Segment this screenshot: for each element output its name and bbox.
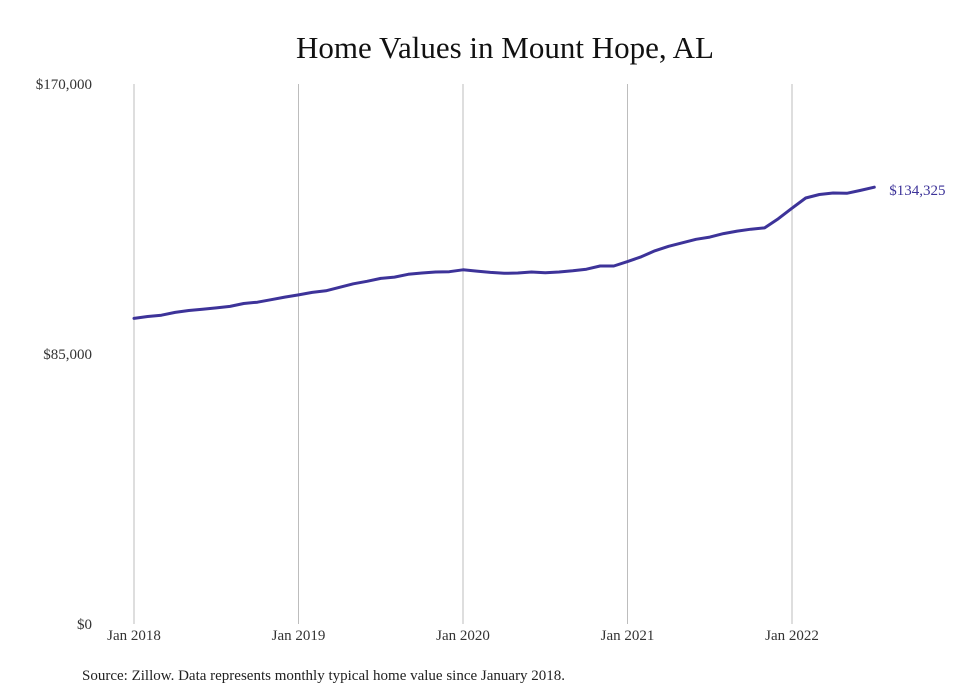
x-tick-label: Jan 2018 xyxy=(107,628,161,644)
y-tick-label: $170,000 xyxy=(36,77,92,93)
x-tick-label: Jan 2022 xyxy=(765,628,819,644)
source-note: Source: Zillow. Data represents monthly … xyxy=(82,668,566,684)
x-tick-label: Jan 2021 xyxy=(601,628,655,644)
x-tick-label: Jan 2019 xyxy=(272,628,326,644)
data-labels: $134,325 xyxy=(889,183,945,199)
series-line xyxy=(132,185,876,320)
y-tick-label: $0 xyxy=(77,617,92,633)
y-axis-tick-labels: $0 $85,000 $170,000 xyxy=(36,77,92,633)
x-axis-tick-labels: Jan 2018 Jan 2019 Jan 2020 Jan 2021 Jan 2022 xyxy=(107,628,819,644)
x-tick-label: Jan 2020 xyxy=(436,628,490,644)
chart-title: Home Values in Mount Hope, AL xyxy=(296,30,714,65)
y-tick-label: $85,000 xyxy=(43,347,92,363)
end-value-label: $134,325 xyxy=(889,183,945,199)
gridlines xyxy=(133,84,793,624)
series-layer xyxy=(132,185,876,320)
